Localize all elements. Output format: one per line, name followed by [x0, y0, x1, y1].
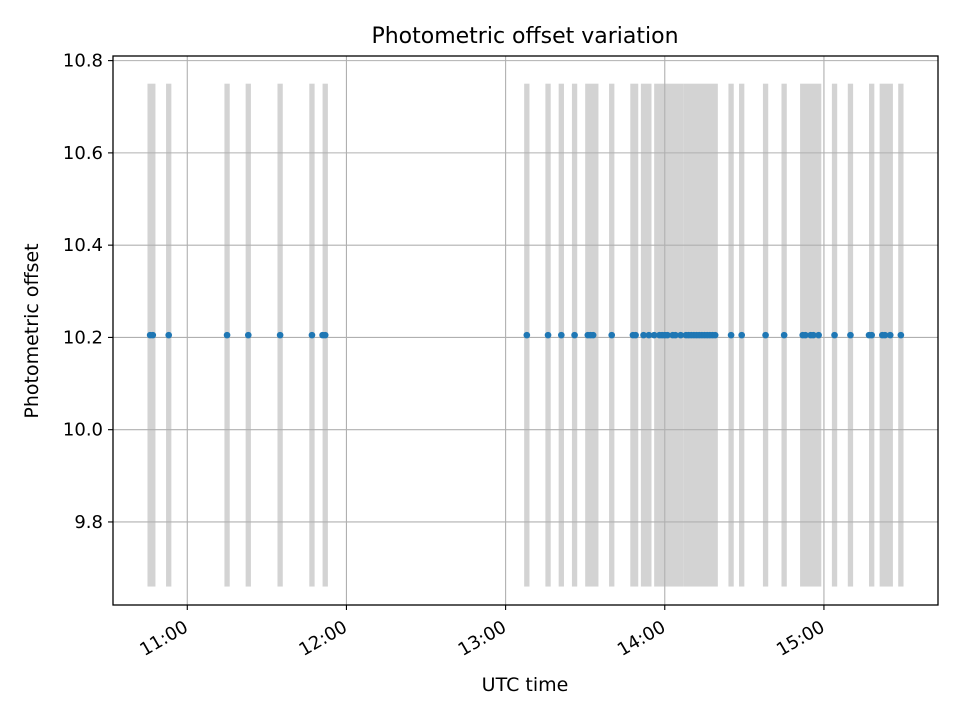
data-point [223, 331, 231, 339]
data-point [571, 331, 578, 339]
data-point [868, 331, 875, 339]
data-point [608, 331, 616, 339]
data-point [558, 331, 565, 339]
data-point [780, 331, 788, 339]
data-point [589, 331, 597, 339]
y-tick-label: 10.8 [63, 51, 103, 72]
data-point [738, 331, 745, 339]
data-point [881, 331, 889, 339]
grid-lines [113, 56, 938, 605]
y-tick-label: 10.4 [63, 235, 103, 256]
data-point [523, 331, 531, 339]
data-point [244, 331, 252, 339]
data-point [802, 331, 809, 339]
data-point [762, 331, 769, 339]
data-point [308, 331, 316, 339]
chart-title: Photometric offset variation [371, 24, 678, 49]
y-tick-label: 10.2 [63, 327, 103, 348]
data-point [727, 331, 735, 339]
data-point [711, 331, 719, 339]
y-tick-label: 10.6 [63, 143, 103, 164]
data-point [847, 331, 854, 339]
data-point [149, 331, 157, 339]
data-point [815, 331, 822, 339]
data-point [640, 331, 647, 339]
x-axis-title: UTC time [482, 674, 569, 696]
y-axis-title: Photometric offset [21, 243, 43, 418]
data-point [276, 331, 284, 339]
data-point [677, 331, 684, 339]
data-point [810, 331, 817, 339]
data-point [165, 331, 173, 339]
data-point [672, 331, 679, 339]
data-points [146, 331, 905, 339]
data-point [645, 331, 653, 339]
data-point [632, 331, 639, 339]
data-point [650, 331, 658, 339]
plot-frame [112, 55, 939, 606]
data-point [664, 331, 671, 339]
y-axis-ticks: 9.8 10.0 10.2 10.4 10.6 10.8 [63, 51, 113, 533]
data-point [321, 331, 329, 339]
data-point [544, 331, 552, 339]
data-point [897, 331, 905, 339]
y-tick-label: 9.8 [74, 512, 103, 533]
data-point [831, 331, 838, 339]
y-tick-label: 10.0 [63, 420, 103, 441]
data-point [886, 331, 894, 339]
